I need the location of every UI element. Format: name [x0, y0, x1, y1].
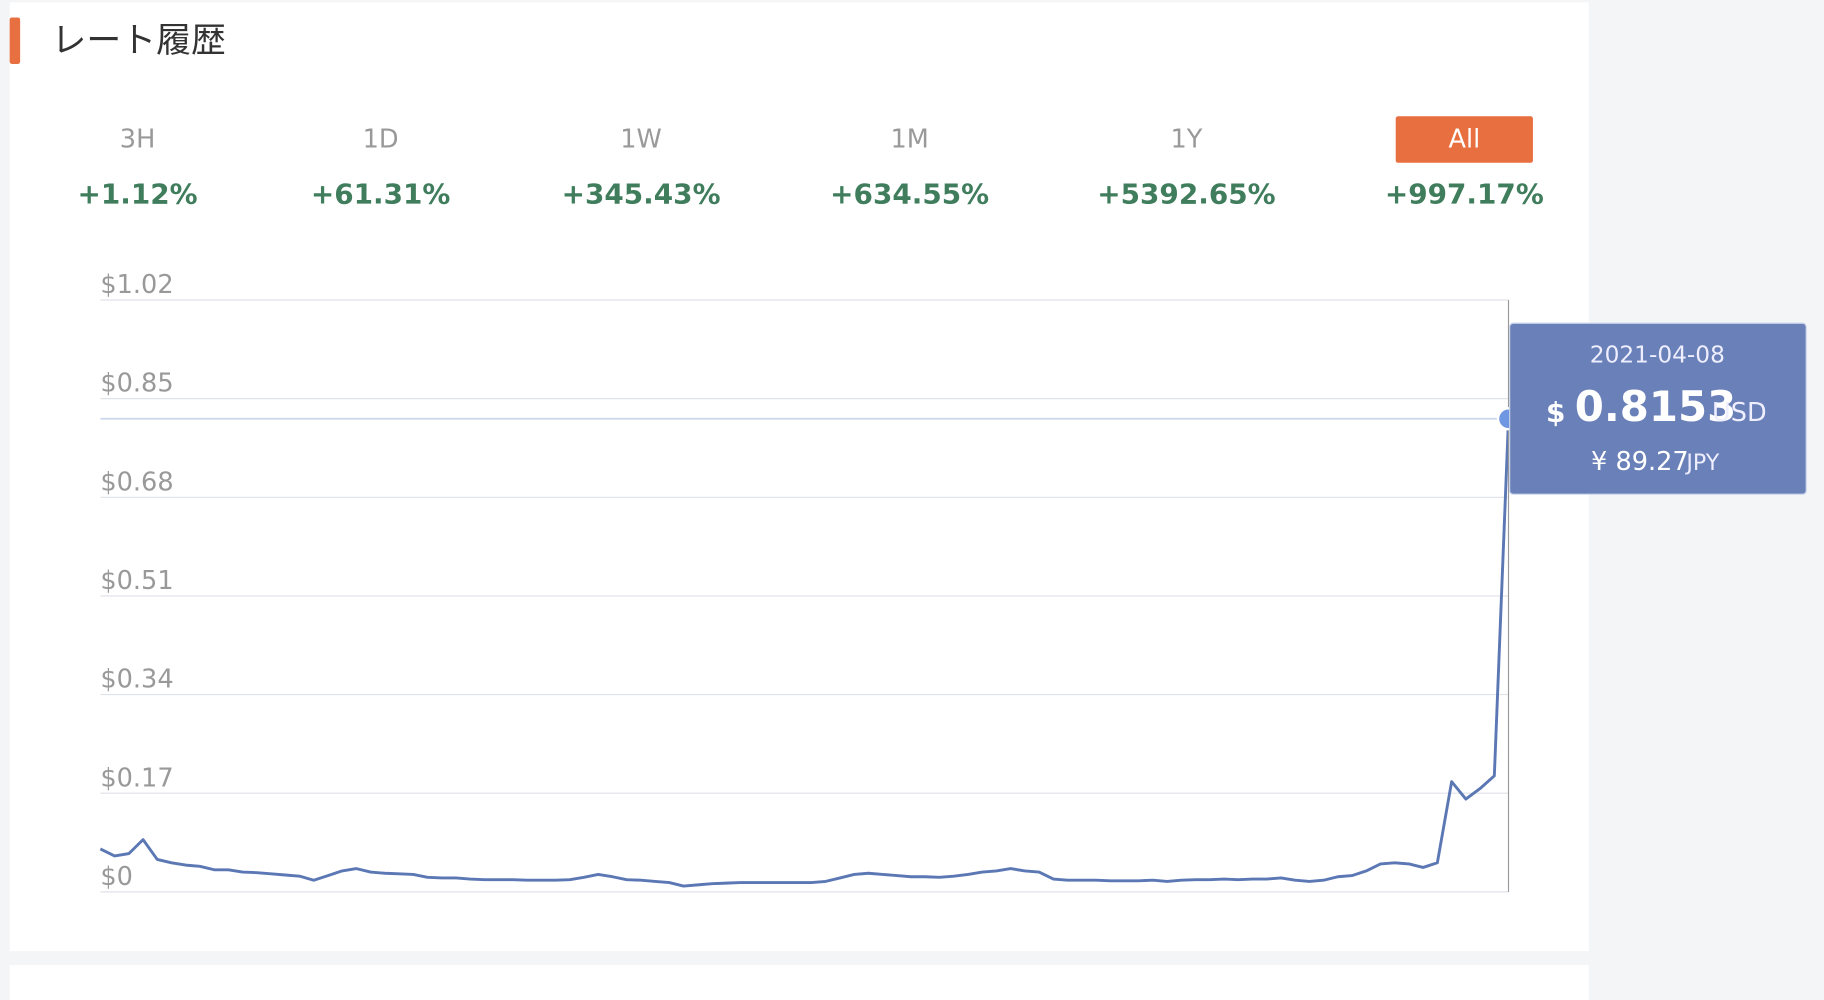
tooltip-jpy-unit: JPY: [1684, 450, 1719, 476]
card: [9, 2, 1589, 952]
tab-change: +345.43%: [562, 177, 721, 210]
title: レート履歴: [52, 21, 226, 61]
next-card: [9, 965, 1589, 1000]
tooltip-box: [1509, 322, 1807, 495]
tab-label[interactable]: 3H: [120, 125, 156, 155]
tooltip-price: 0.8153: [1575, 382, 1737, 431]
y-tick-label: $0.85: [100, 369, 173, 399]
y-tick-label: $0.68: [100, 467, 173, 497]
tooltip-currency: $: [1546, 396, 1565, 429]
tab-label[interactable]: All: [1448, 125, 1480, 155]
tab-active[interactable]: [1395, 116, 1533, 163]
tab-label[interactable]: 1M: [891, 125, 929, 155]
tab-change: +5392.65%: [1097, 177, 1275, 210]
tab-change: +997.17%: [1385, 177, 1544, 210]
tooltip-unit: USD: [1712, 398, 1767, 428]
title-accent: [9, 17, 21, 64]
tab-label[interactable]: 1W: [620, 125, 662, 155]
tab-change: +634.55%: [830, 177, 989, 210]
tabs: 3H +1.12% 1D +61.31% 1W +345.43% 1M +634.55% 1Y +…: [78, 116, 1544, 210]
tooltip: 2021-04-08 $ 0.8153 USD ¥ 89.27 JPY: [1509, 322, 1807, 495]
chart: $0 $0.17 $0.34 $0.51 $0.68 $0.85 $1.02: [99, 270, 1521, 893]
line-series: [99, 418, 1510, 888]
y-tick-label: $0.17: [100, 763, 173, 793]
y-tick-label: $1.02: [100, 270, 173, 300]
y-tick-label: $0.51: [100, 566, 173, 596]
tab-label[interactable]: 1D: [363, 125, 399, 155]
tab-change: +61.31%: [311, 177, 451, 210]
tab-label[interactable]: 1Y: [1170, 125, 1202, 155]
y-tick-label: $0.34: [100, 665, 173, 695]
tooltip-jpy: ¥ 89.27: [1591, 447, 1689, 477]
tooltip-date: 2021-04-08: [1590, 341, 1725, 368]
tab-change: +1.12%: [78, 177, 198, 210]
y-tick-label: $0: [100, 862, 133, 892]
